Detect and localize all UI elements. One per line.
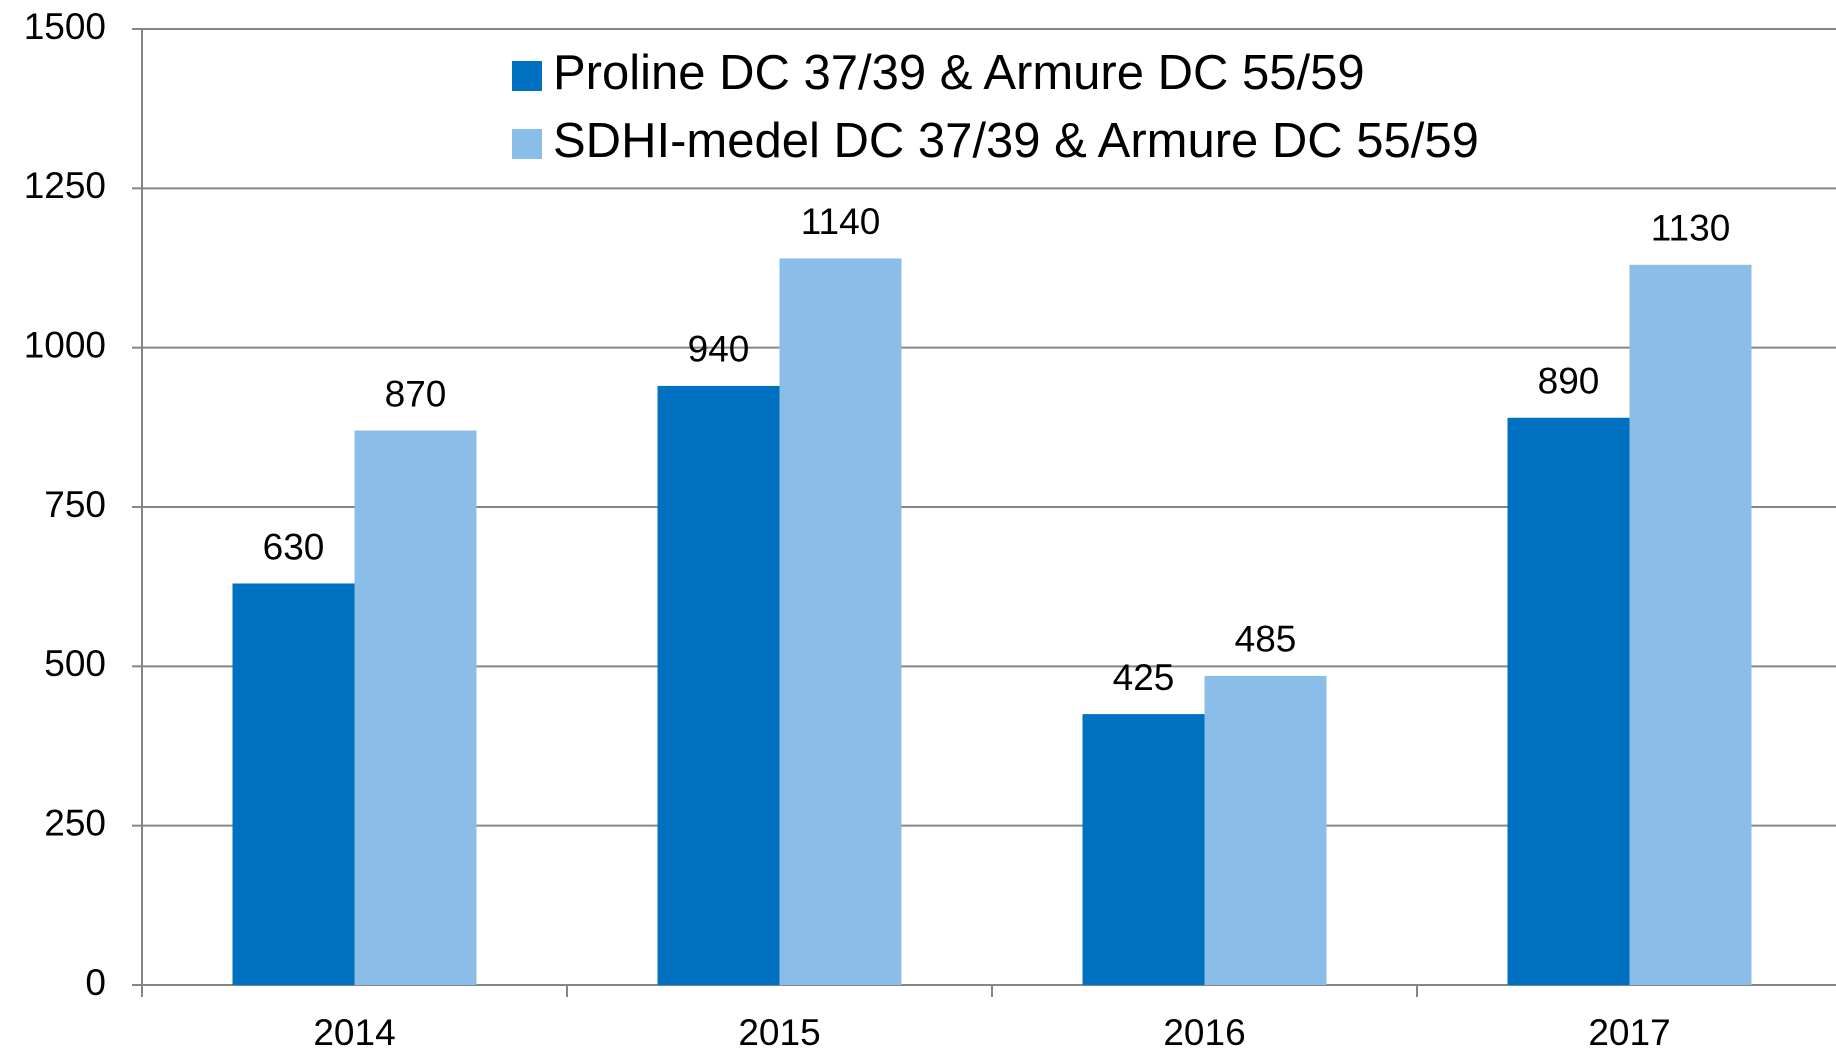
data-label: 485 xyxy=(1235,619,1297,660)
bar xyxy=(1082,714,1205,985)
data-label: 1140 xyxy=(801,201,881,242)
bar xyxy=(1204,675,1327,985)
data-label: 425 xyxy=(1113,657,1175,698)
y-tick-label: 0 xyxy=(85,962,106,1003)
bar xyxy=(1629,264,1752,985)
data-label: 940 xyxy=(688,329,750,370)
data-label: 1130 xyxy=(1651,208,1731,249)
data-label: 890 xyxy=(1538,361,1600,402)
bar xyxy=(779,258,902,985)
bar xyxy=(232,583,355,985)
y-tick-label: 500 xyxy=(44,643,106,684)
legend-swatch xyxy=(512,129,542,159)
bar xyxy=(657,385,780,985)
data-label: 870 xyxy=(385,373,447,414)
bar xyxy=(1507,417,1630,986)
x-tick-label: 2017 xyxy=(1588,1012,1670,1053)
data-label: 630 xyxy=(263,526,325,567)
bar xyxy=(354,430,477,985)
legend-label: SDHI-medel DC 37/39 & Armure DC 55/59 xyxy=(553,114,1479,168)
y-tick-label: 1500 xyxy=(24,6,106,47)
legend-swatch xyxy=(512,61,542,91)
x-tick-label: 2014 xyxy=(313,1012,395,1053)
legend-label: Proline DC 37/39 & Armure DC 55/59 xyxy=(553,46,1365,100)
y-tick-label: 1000 xyxy=(24,324,106,365)
y-tick-label: 250 xyxy=(44,802,106,843)
y-tick-label: 750 xyxy=(44,484,106,525)
y-tick-label: 1250 xyxy=(24,165,106,206)
x-tick-label: 2016 xyxy=(1163,1012,1245,1053)
x-tick-label: 2015 xyxy=(738,1012,820,1053)
